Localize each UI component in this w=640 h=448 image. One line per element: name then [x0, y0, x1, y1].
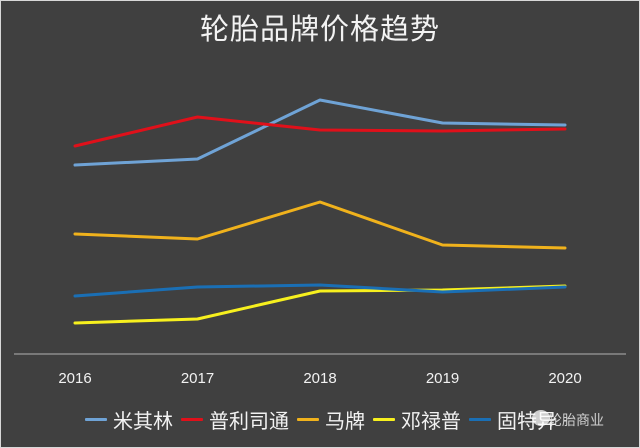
- legend-swatch-2: [297, 417, 319, 421]
- legend-swatch-4: [469, 417, 491, 421]
- series-line-1: [73, 115, 567, 148]
- x-tick-label-2019: 2019: [426, 370, 459, 387]
- x-tick-label-2016: 2016: [58, 370, 91, 387]
- x-tick-label-2018: 2018: [303, 370, 336, 387]
- legend-swatch-1: [181, 417, 203, 421]
- watermark-text: 轮胎商业: [548, 413, 604, 429]
- legend: 米其林 普利司通 马牌 邓禄普 固特异: [0, 402, 640, 436]
- watermark-logo-icon: [532, 410, 550, 426]
- legend-label-3: 邓禄普: [401, 408, 461, 433]
- x-tick-labels: 2016 2017 2018 2019 2020: [58, 370, 581, 387]
- legend-item-3: 邓禄普: [373, 405, 461, 434]
- series-line-2: [73, 200, 567, 250]
- chart-title: 轮胎品牌价格趋势: [199, 12, 440, 46]
- series-line-0: [73, 98, 567, 167]
- x-tick-label-2020: 2020: [548, 370, 581, 387]
- legend-item-0: 米其林: [85, 405, 173, 434]
- series-lines: [73, 98, 567, 325]
- legend-item-2: 马牌: [297, 405, 365, 434]
- legend-item-1: 普利司通: [181, 405, 289, 434]
- legend-label-2: 马牌: [325, 408, 365, 433]
- x-tick-label-2017: 2017: [181, 370, 214, 387]
- legend-swatch-3: [373, 417, 395, 421]
- legend-label-1: 普利司通: [209, 408, 289, 433]
- legend-swatch-0: [85, 417, 107, 421]
- legend-label-0: 米其林: [113, 408, 173, 433]
